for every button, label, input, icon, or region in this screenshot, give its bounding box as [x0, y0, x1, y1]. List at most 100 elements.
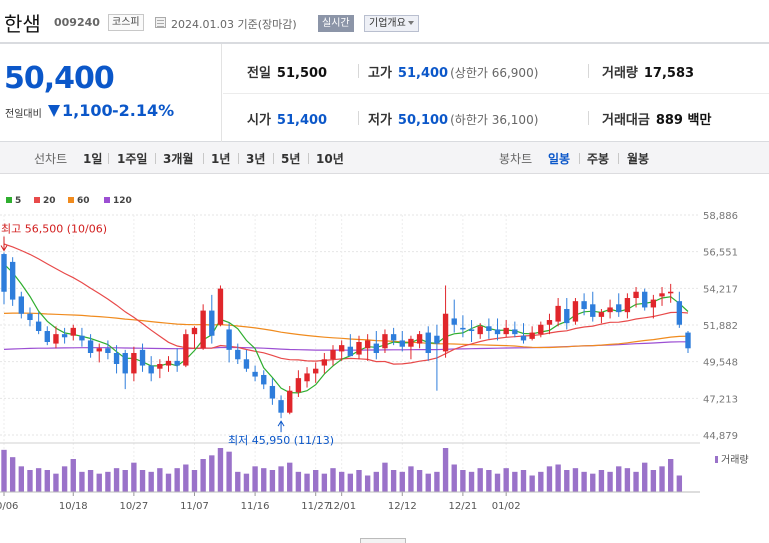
- divider: [203, 153, 204, 164]
- y-axis-labels: 58,886 56,551 54,217 51,882 49,548 47,213 44,8…: [703, 211, 738, 442]
- legend-swatch: [68, 197, 74, 203]
- candle-body: [590, 304, 596, 317]
- candle-body: [676, 301, 683, 325]
- line-chart-label[interactable]: 선차트: [34, 152, 68, 166]
- candle-body: [252, 371, 258, 377]
- candle-body: [468, 329, 475, 332]
- company-overview-dropdown[interactable]: 기업개요: [364, 15, 419, 32]
- candle-body: [642, 291, 648, 308]
- volume-bar: [676, 475, 683, 492]
- candle-body: [209, 310, 215, 336]
- low-label: 저가: [368, 113, 392, 128]
- y-tick-label: 49,548: [703, 358, 738, 369]
- volume-bar: [416, 470, 423, 492]
- divider: [238, 153, 239, 164]
- candle-body: [572, 301, 579, 322]
- period-1d[interactable]: 1일: [83, 152, 103, 166]
- volume-bar: [44, 470, 50, 492]
- change-amount: 1,100: [62, 101, 113, 120]
- volume-bar: [131, 462, 137, 492]
- candle-body: [304, 373, 310, 382]
- legend-swatch: [6, 197, 12, 203]
- volume-bar: [243, 473, 250, 492]
- chart-scroll-handle[interactable]: [360, 538, 406, 543]
- candle-body: [70, 327, 76, 336]
- current-price-box: 50,400 전일대비 1,100 -2.14%: [0, 44, 222, 142]
- period-3m[interactable]: 3개월: [163, 152, 194, 166]
- volume-bar: [607, 471, 613, 492]
- candle-daily[interactable]: 일봉: [548, 152, 571, 166]
- candle-body: [555, 305, 561, 322]
- divider: [618, 153, 619, 164]
- volume-bar: [356, 470, 362, 492]
- volume-bar: [217, 448, 224, 492]
- y-tick-label: 44,879: [703, 431, 738, 442]
- lower-limit: (하한가 36,100): [450, 113, 539, 127]
- volume-bar: [96, 473, 102, 492]
- candle-body: [408, 338, 414, 347]
- volume-bar: [278, 466, 284, 492]
- volume-bar: [512, 471, 518, 492]
- candle-body: [460, 327, 466, 330]
- current-price: 50,400: [4, 61, 115, 96]
- period-5y[interactable]: 5년: [281, 152, 301, 166]
- volume-bars: 거래량: [1, 448, 749, 492]
- candle-monthly[interactable]: 월봉: [627, 152, 650, 166]
- candle-body: [18, 296, 25, 314]
- volume-bar: [304, 473, 310, 492]
- candle-body: [226, 329, 232, 350]
- legend-label: 5: [15, 196, 22, 206]
- period-1w[interactable]: 1주일: [117, 152, 148, 166]
- candle-body: [96, 348, 102, 352]
- open-label: 시가: [247, 113, 271, 128]
- y-tick-label: 47,213: [703, 394, 738, 405]
- candle-body: [477, 326, 483, 335]
- divider: [155, 153, 156, 164]
- volume-bar: [347, 473, 354, 492]
- volume-bar: [408, 466, 414, 492]
- period-1y[interactable]: 1년: [211, 152, 231, 166]
- candle-body: [122, 352, 128, 374]
- candle-body: [287, 390, 293, 413]
- low-arrowhead-icon: [277, 420, 285, 427]
- realtime-button[interactable]: 실시간: [318, 15, 354, 32]
- volume-bar: [667, 459, 674, 492]
- volume-bar: [330, 468, 336, 492]
- candle-body: [131, 352, 137, 374]
- trade-value-label: 거래대금: [602, 113, 650, 128]
- down-arrow-icon: [48, 105, 60, 117]
- candle-body: [425, 332, 431, 353]
- candle-body: [486, 326, 492, 332]
- candle-body: [191, 327, 198, 335]
- volume-bar: [9, 457, 16, 492]
- moving-averages: [3, 243, 689, 394]
- high-price: 고가 51,400 (상한가 66,900): [368, 62, 538, 81]
- volume-bar: [70, 459, 76, 492]
- period-10y[interactable]: 10년: [316, 152, 344, 166]
- ma60-line: [3, 312, 689, 349]
- volume-bar: [27, 470, 33, 492]
- volume-bar: [442, 448, 449, 492]
- candle-body: [200, 310, 206, 349]
- candle-body: [434, 335, 440, 344]
- candle-body: [79, 335, 85, 341]
- volume-bar: [113, 468, 120, 492]
- volume-bar: [451, 464, 457, 492]
- candle-body: [165, 360, 172, 366]
- candle-chart-label[interactable]: 봉차트: [499, 152, 533, 166]
- x-tick-label: 12/01: [327, 501, 356, 512]
- candle-body: [148, 365, 154, 374]
- period-3y[interactable]: 3년: [246, 152, 266, 166]
- volume-bar: [503, 468, 509, 492]
- candle-body: [546, 320, 553, 325]
- candle-body: [321, 359, 328, 366]
- candle-weekly[interactable]: 주봉: [587, 152, 610, 166]
- volume-bar: [538, 471, 544, 492]
- candle-body: [390, 334, 397, 341]
- company-overview-label: 기업개요: [369, 18, 406, 29]
- x-tick-label: 10/18: [59, 501, 88, 512]
- candle-body: [61, 334, 68, 338]
- price-chart[interactable]: 58,886 56,551 54,217 51,882 49,548 47,213 44,8…: [0, 180, 769, 538]
- legend-label: 60: [77, 196, 90, 206]
- divider: [579, 153, 580, 164]
